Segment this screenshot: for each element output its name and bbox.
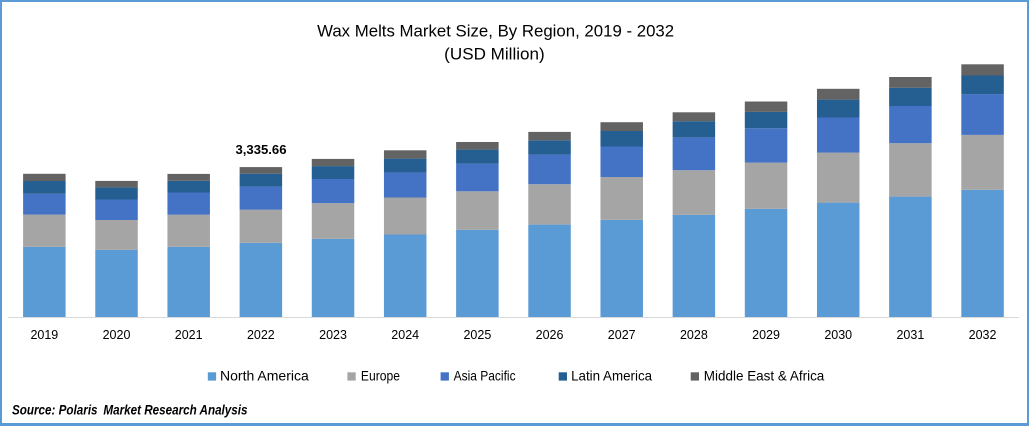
svg-text:(USD Million): (USD Million) [444,46,545,64]
svg-text:Source: Polaris Market Researc: Source: Polaris Market Research Analysis [12,402,248,418]
svg-text:Europe: Europe [361,369,400,384]
svg-text:2021: 2021 [175,327,203,342]
svg-text:2022: 2022 [247,327,275,342]
svg-text:2029: 2029 [752,327,780,342]
svg-text:2028: 2028 [680,327,708,342]
svg-text:Latin America: Latin America [571,369,652,384]
svg-text:2032: 2032 [969,327,997,342]
svg-text:2019: 2019 [30,327,58,342]
svg-text:2024: 2024 [391,327,419,342]
svg-text:North America: North America [220,369,309,384]
svg-text:2031: 2031 [896,327,924,342]
svg-text:Wax Melts Market Size, By Regi: Wax Melts Market Size, By Region, 2019 -… [317,22,674,40]
svg-text:2023: 2023 [319,327,347,342]
svg-text:2027: 2027 [608,327,636,342]
svg-text:2030: 2030 [824,327,852,342]
svg-text:Middle East & Africa: Middle East & Africa [704,369,825,384]
svg-text:2025: 2025 [463,327,491,342]
svg-text:3,335.66: 3,335.66 [236,142,287,157]
svg-text:2026: 2026 [536,327,564,342]
svg-text:Asia Pacific: Asia Pacific [454,369,516,384]
svg-text:2020: 2020 [103,327,131,342]
